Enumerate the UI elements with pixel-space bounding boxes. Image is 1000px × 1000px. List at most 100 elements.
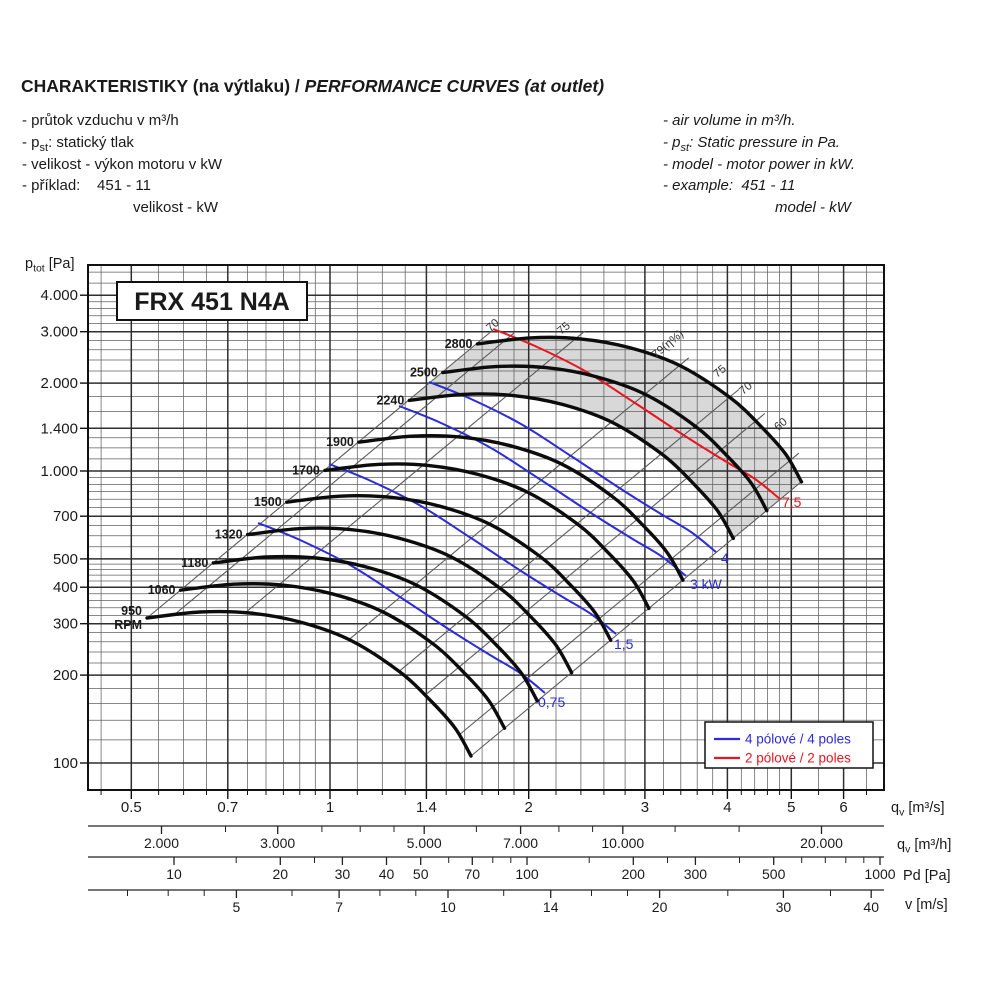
- page-title-czech: CHARAKTERISTIKY (na výtlaku) /: [21, 76, 305, 96]
- bullet-en-air-volume: - air volume in m³/h.: [663, 112, 796, 129]
- sub-axis-tick-label: 2.000: [144, 835, 179, 851]
- efficiency-label: 75: [711, 363, 729, 380]
- rpm-label: 2240: [376, 393, 404, 407]
- bullet-cs-example-2: velikost - kW: [133, 199, 219, 217]
- bullet-cs-air-volume: - průtok vzduchu v m³/h: [22, 112, 179, 129]
- power-curve-4: [428, 381, 717, 553]
- y-tick-label: 4.000: [40, 287, 78, 304]
- sub-axis-tick-label: 1000: [864, 866, 895, 882]
- x-tick-label: 3: [641, 799, 649, 816]
- x-tick-label: 0.5: [121, 799, 142, 816]
- page-title-english: PERFORMANCE CURVES (at outlet): [304, 76, 605, 96]
- power-curve-1-5: [328, 463, 617, 635]
- bullet-cs-example: - příklad: 451 - 11: [22, 177, 151, 195]
- y-tick-label: 1.000: [40, 463, 78, 480]
- efficiency-line: [424, 413, 766, 696]
- sub-axis-tick-label: 100: [515, 866, 539, 882]
- fan-curve-1060: [178, 582, 507, 730]
- x-axis-name: qv [m³/s]: [891, 800, 945, 819]
- rpm-unit-label: RPM: [114, 618, 142, 632]
- power-curve-label: 0,75: [538, 694, 565, 710]
- rpm-label: 1900: [326, 435, 354, 449]
- y-tick-label: 1.400: [40, 420, 78, 437]
- sub-axis-tick-label: 10: [440, 899, 456, 915]
- fan-curve-1700: [323, 462, 651, 611]
- rpm-label: 950: [121, 604, 142, 618]
- power-curve-label: 4: [721, 550, 729, 566]
- efficiency-line: [458, 452, 800, 736]
- fan-curve-1900: [357, 434, 685, 582]
- y-tick-label: 700: [53, 508, 78, 525]
- y-tick-label: 2.000: [40, 375, 78, 392]
- sub-axis-tick-label: 40: [863, 899, 879, 915]
- legend-label: 2 pólové / 2 poles: [745, 751, 851, 766]
- rpm-label: 2800: [445, 337, 473, 351]
- sub-axis-tick-label: 10.000: [601, 835, 644, 851]
- x-tick-label: 2: [525, 799, 533, 816]
- rpm-label: 1320: [215, 528, 243, 542]
- x-tick-label: 6: [839, 799, 847, 816]
- x-tick-label: 1: [326, 799, 334, 816]
- fan-curves: [145, 335, 804, 758]
- efficiency-label: 60: [772, 416, 790, 433]
- sub-axis-tick-label: 7.000: [503, 835, 538, 851]
- fan-curve-1320: [245, 526, 574, 675]
- bullet-list-czech: - průtok vzduchu v m³/h - pst: statický …: [22, 110, 222, 219]
- fan-curve-1500: [285, 493, 613, 642]
- plot-frame: [80, 264, 885, 799]
- sub-axis-tick-label: 200: [622, 866, 646, 882]
- sub-axis-tick-label: 10: [166, 866, 182, 882]
- sub-axis-tick-label: 50: [413, 866, 429, 882]
- bullet-en-example-2: model - kW: [775, 199, 851, 217]
- sub-axis-tick-label: 20: [652, 899, 668, 915]
- power-curve-0-75: [257, 522, 546, 694]
- fan-curve-2500: [441, 364, 769, 513]
- efficiency-lines: [146, 329, 802, 757]
- sub-axis-name-v-ms: v [m/s]: [905, 897, 948, 913]
- rpm-label: 1180: [181, 556, 208, 570]
- rpm-label: 2500: [410, 366, 438, 380]
- efficiency-line: [244, 330, 586, 614]
- power-curve-7-5: [492, 328, 781, 500]
- power-curve-label: 7,5: [782, 494, 802, 510]
- sub-axis-name-pd-pa: Pd [Pa]: [903, 868, 951, 884]
- sub-axis-tick-label: 20: [273, 866, 289, 882]
- sub-axis-tick-label: 70: [465, 866, 481, 882]
- bullet-en-motor-power: - model - motor power in kW.: [663, 155, 855, 173]
- sub-axis-tick-label: 14: [543, 899, 559, 915]
- y-axis-name: ptot [Pa]: [25, 256, 75, 275]
- legend-box: [704, 721, 874, 769]
- efficiency-label: 75: [555, 320, 573, 337]
- sub-axis-tick-label: 30: [776, 899, 792, 915]
- plot-border: [87, 264, 885, 791]
- bullet-list-english: - air volume in m³/h. - pst: Static pres…: [663, 110, 855, 219]
- fan-curve-2240: [407, 392, 735, 541]
- fan-curve-1180: [211, 554, 539, 703]
- sub-axis-tick-label: 3.000: [260, 835, 295, 851]
- rpm-label: 1700: [292, 463, 320, 477]
- y-tick-label: 500: [53, 551, 78, 568]
- sub-axis-name-qv-m3h: qv [m³/h]: [897, 837, 951, 856]
- bullet-en-static-pressure: - pst: Static pressure in Pa.: [663, 133, 840, 154]
- fan-curve-950: [145, 609, 473, 758]
- chart-title-box: [116, 281, 308, 321]
- y-tick-label: 200: [53, 667, 78, 684]
- sub-axis-tick-label: 300: [684, 866, 708, 882]
- fan-curve-2800: [475, 335, 804, 484]
- sub-axis-tick-label: 40: [379, 866, 395, 882]
- legend-label: 4 pólové / 4 poles: [745, 732, 851, 747]
- y-tick-label: 100: [53, 755, 78, 772]
- power-curve-label: 1,5: [614, 636, 634, 652]
- page-title: CHARAKTERISTIKY (na výtlaku) / PERFORMAN…: [21, 76, 604, 97]
- envelope-line-left: [146, 329, 494, 619]
- sub-axis-tick-label: 500: [762, 866, 786, 882]
- envelope-line-right: [470, 481, 802, 757]
- y-tick-label: 400: [53, 579, 78, 596]
- power-curve-label: 3 kW: [690, 576, 723, 592]
- efficiency-line: [398, 389, 740, 672]
- x-tick-label: 1.4: [416, 799, 437, 816]
- x-tick-label: 4: [723, 799, 731, 816]
